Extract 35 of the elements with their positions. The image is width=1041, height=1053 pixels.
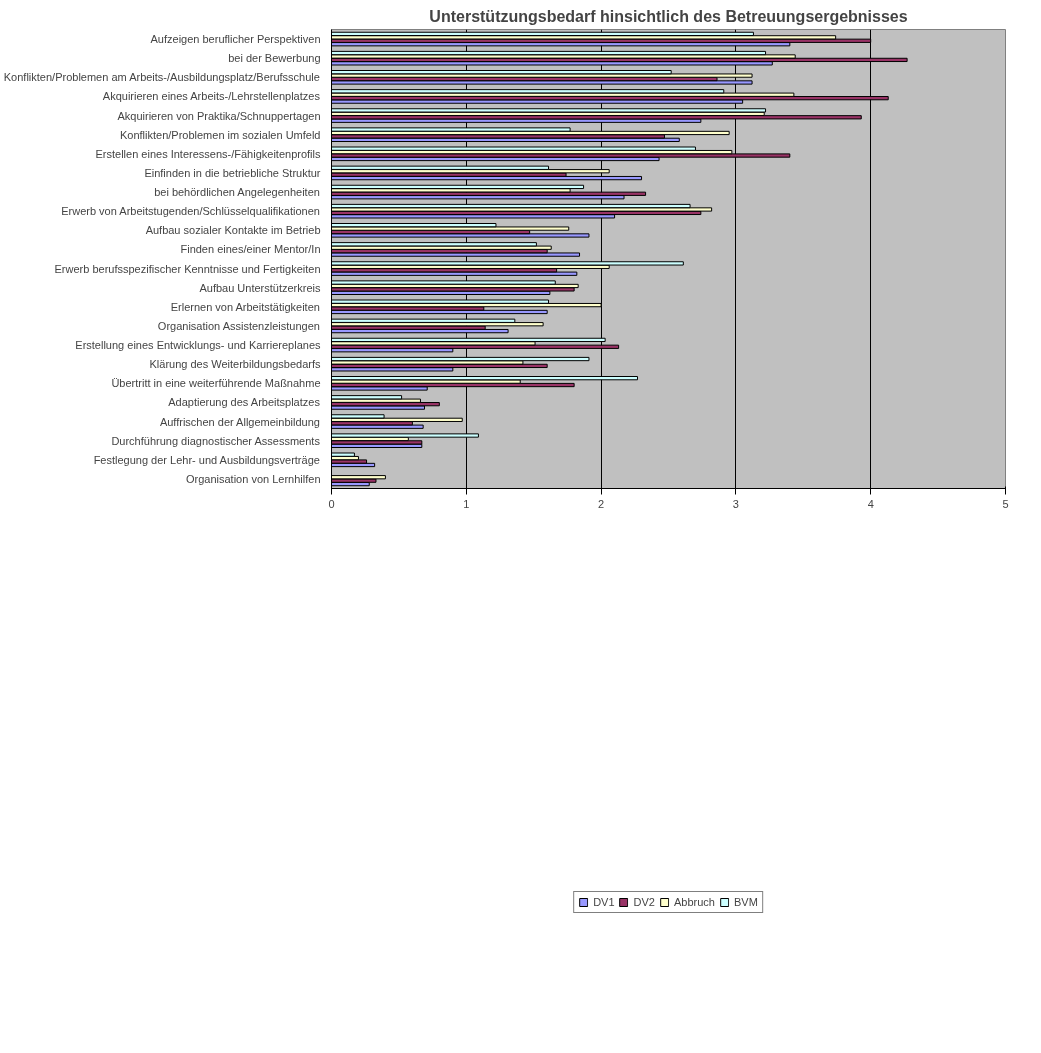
x-tick-label: 3 [732,497,739,510]
legend-label: DV2 [633,896,655,908]
x-tick-label: 0 [328,497,335,510]
legend-label: BVM [733,896,758,908]
y-tick-label: Erwerb von Arbeitstugenden/Schlüsselqualifikationen [61,205,320,218]
y-tick-label: Akquirieren eines Arbeits-/Lehrstellenplatzes [102,90,321,103]
y-tick-label: Akquirieren von Praktika/Schnuppertagen [117,109,321,122]
legend-label: DV1 [593,896,615,908]
chart-title: Unterstützungsbedarf hinsichtlich des Betreuungsergebnisses [429,7,908,25]
y-tick-label: Erstellen eines Interessens-/Fähigkeitenprofils [95,147,321,160]
x-tick-label: 4 [867,497,874,510]
y-tick-label: Aufbau sozialer Kontakte im Betrieb [145,224,321,237]
y-tick-label: Finden eines/einer Mentor/In [180,243,321,256]
y-tick-label: Adaptierung des Arbeitsplatzes [168,396,321,409]
y-tick-label: Übertritt in eine weiterführende Maßnahme [111,377,321,390]
y-tick-label: Klärung des Weiterbildungsbedarfs [149,358,321,371]
y-tick-label: bei der Bewerbung [228,52,321,65]
legend-label: Abbruch [673,896,715,908]
y-tick-label: Konflikten/Problemen am Arbeits-/Ausbildungsplatz/Berufsschule [3,71,320,84]
y-tick-label: Erlernen von Arbeitstätigkeiten [170,300,320,313]
y-tick-label: Organisation von Lernhilfen [185,472,321,485]
y-tick-label: Erstellung eines Entwicklungs- und Karriereplanes [75,339,321,352]
y-tick-label: Organisation Assistenzleistungen [157,319,320,332]
y-tick-label: Festlegung der Lehr- und Ausbildungsverträge [93,453,320,466]
y-tick-label: Aufbau Unterstützerkreis [199,281,321,294]
x-tick-label: 2 [598,497,605,510]
y-tick-label: Durchführung diagnostischer Assessments [111,434,321,447]
x-tick-label: 1 [463,497,470,510]
y-tick-label: bei behördlichen Angelegenheiten [154,186,320,199]
y-tick-label: Einfinden in die betriebliche Struktur [144,166,321,179]
y-tick-label: Erwerb berufsspezifischer Kenntnisse und Fertigkeiten [54,262,321,275]
y-tick-label: Auffrischen der Allgemeinbildung [159,415,320,428]
y-tick-label: Aufzeigen beruflicher Perspektiven [150,33,321,46]
x-tick-label: 5 [1002,497,1009,510]
y-tick-label: Konflikten/Problemen im sozialen Umfeld [119,128,321,141]
